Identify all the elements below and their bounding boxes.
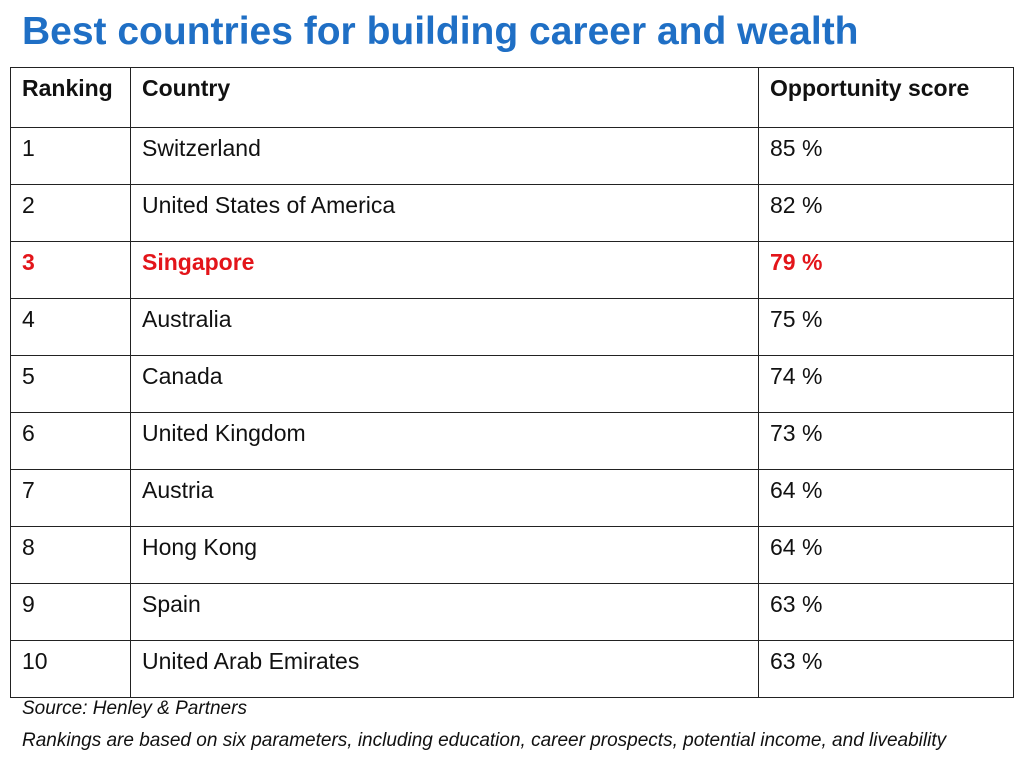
table-row: 3 Singapore 79 % (10, 241, 1014, 299)
score-cell: 74 % (758, 355, 1014, 413)
ranking-cell: 10 (10, 640, 131, 698)
score-cell: 79 % (758, 241, 1014, 299)
ranking-cell: 3 (10, 241, 131, 299)
score-cell: 73 % (758, 412, 1014, 470)
country-cell: Switzerland (130, 127, 759, 185)
ranking-cell: 9 (10, 583, 131, 641)
country-cell: Canada (130, 355, 759, 413)
table-row: 1 Switzerland 85 % (10, 127, 1014, 185)
country-cell: United Kingdom (130, 412, 759, 470)
score-cell: 82 % (758, 184, 1014, 242)
header-country: Country (130, 67, 759, 128)
ranking-cell: 1 (10, 127, 131, 185)
table-row: 10 United Arab Emirates 63 % (10, 640, 1014, 698)
table-row: 9 Spain 63 % (10, 583, 1014, 641)
table-row: 4 Australia 75 % (10, 298, 1014, 356)
score-cell: 75 % (758, 298, 1014, 356)
header-ranking: Ranking (10, 67, 131, 128)
score-cell: 63 % (758, 583, 1014, 641)
page-title: Best countries for building career and w… (22, 10, 859, 53)
score-cell: 64 % (758, 469, 1014, 527)
ranking-cell: 8 (10, 526, 131, 584)
ranking-cell: 6 (10, 412, 131, 470)
ranking-cell: 2 (10, 184, 131, 242)
header-opportunity-score: Opportunity score (758, 67, 1014, 128)
country-cell: Singapore (130, 241, 759, 299)
table-row: 7 Austria 64 % (10, 469, 1014, 527)
country-cell: Austria (130, 469, 759, 527)
ranking-cell: 7 (10, 469, 131, 527)
table-row: 6 United Kingdom 73 % (10, 412, 1014, 470)
score-cell: 64 % (758, 526, 1014, 584)
methodology-note: Rankings are based on six parameters, in… (22, 730, 947, 751)
ranking-cell: 4 (10, 298, 131, 356)
country-cell: United Arab Emirates (130, 640, 759, 698)
table-header-row: Ranking Country Opportunity score (10, 67, 1014, 128)
ranking-cell: 5 (10, 355, 131, 413)
score-cell: 85 % (758, 127, 1014, 185)
country-cell: Australia (130, 298, 759, 356)
table-row: 2 United States of America 82 % (10, 184, 1014, 242)
country-cell: Spain (130, 583, 759, 641)
country-cell: Hong Kong (130, 526, 759, 584)
source-note: Source: Henley & Partners (22, 698, 247, 719)
score-cell: 63 % (758, 640, 1014, 698)
ranking-table: Ranking Country Opportunity score 1 Swit… (10, 67, 1014, 698)
table-row: 8 Hong Kong 64 % (10, 526, 1014, 584)
table-row: 5 Canada 74 % (10, 355, 1014, 413)
country-cell: United States of America (130, 184, 759, 242)
